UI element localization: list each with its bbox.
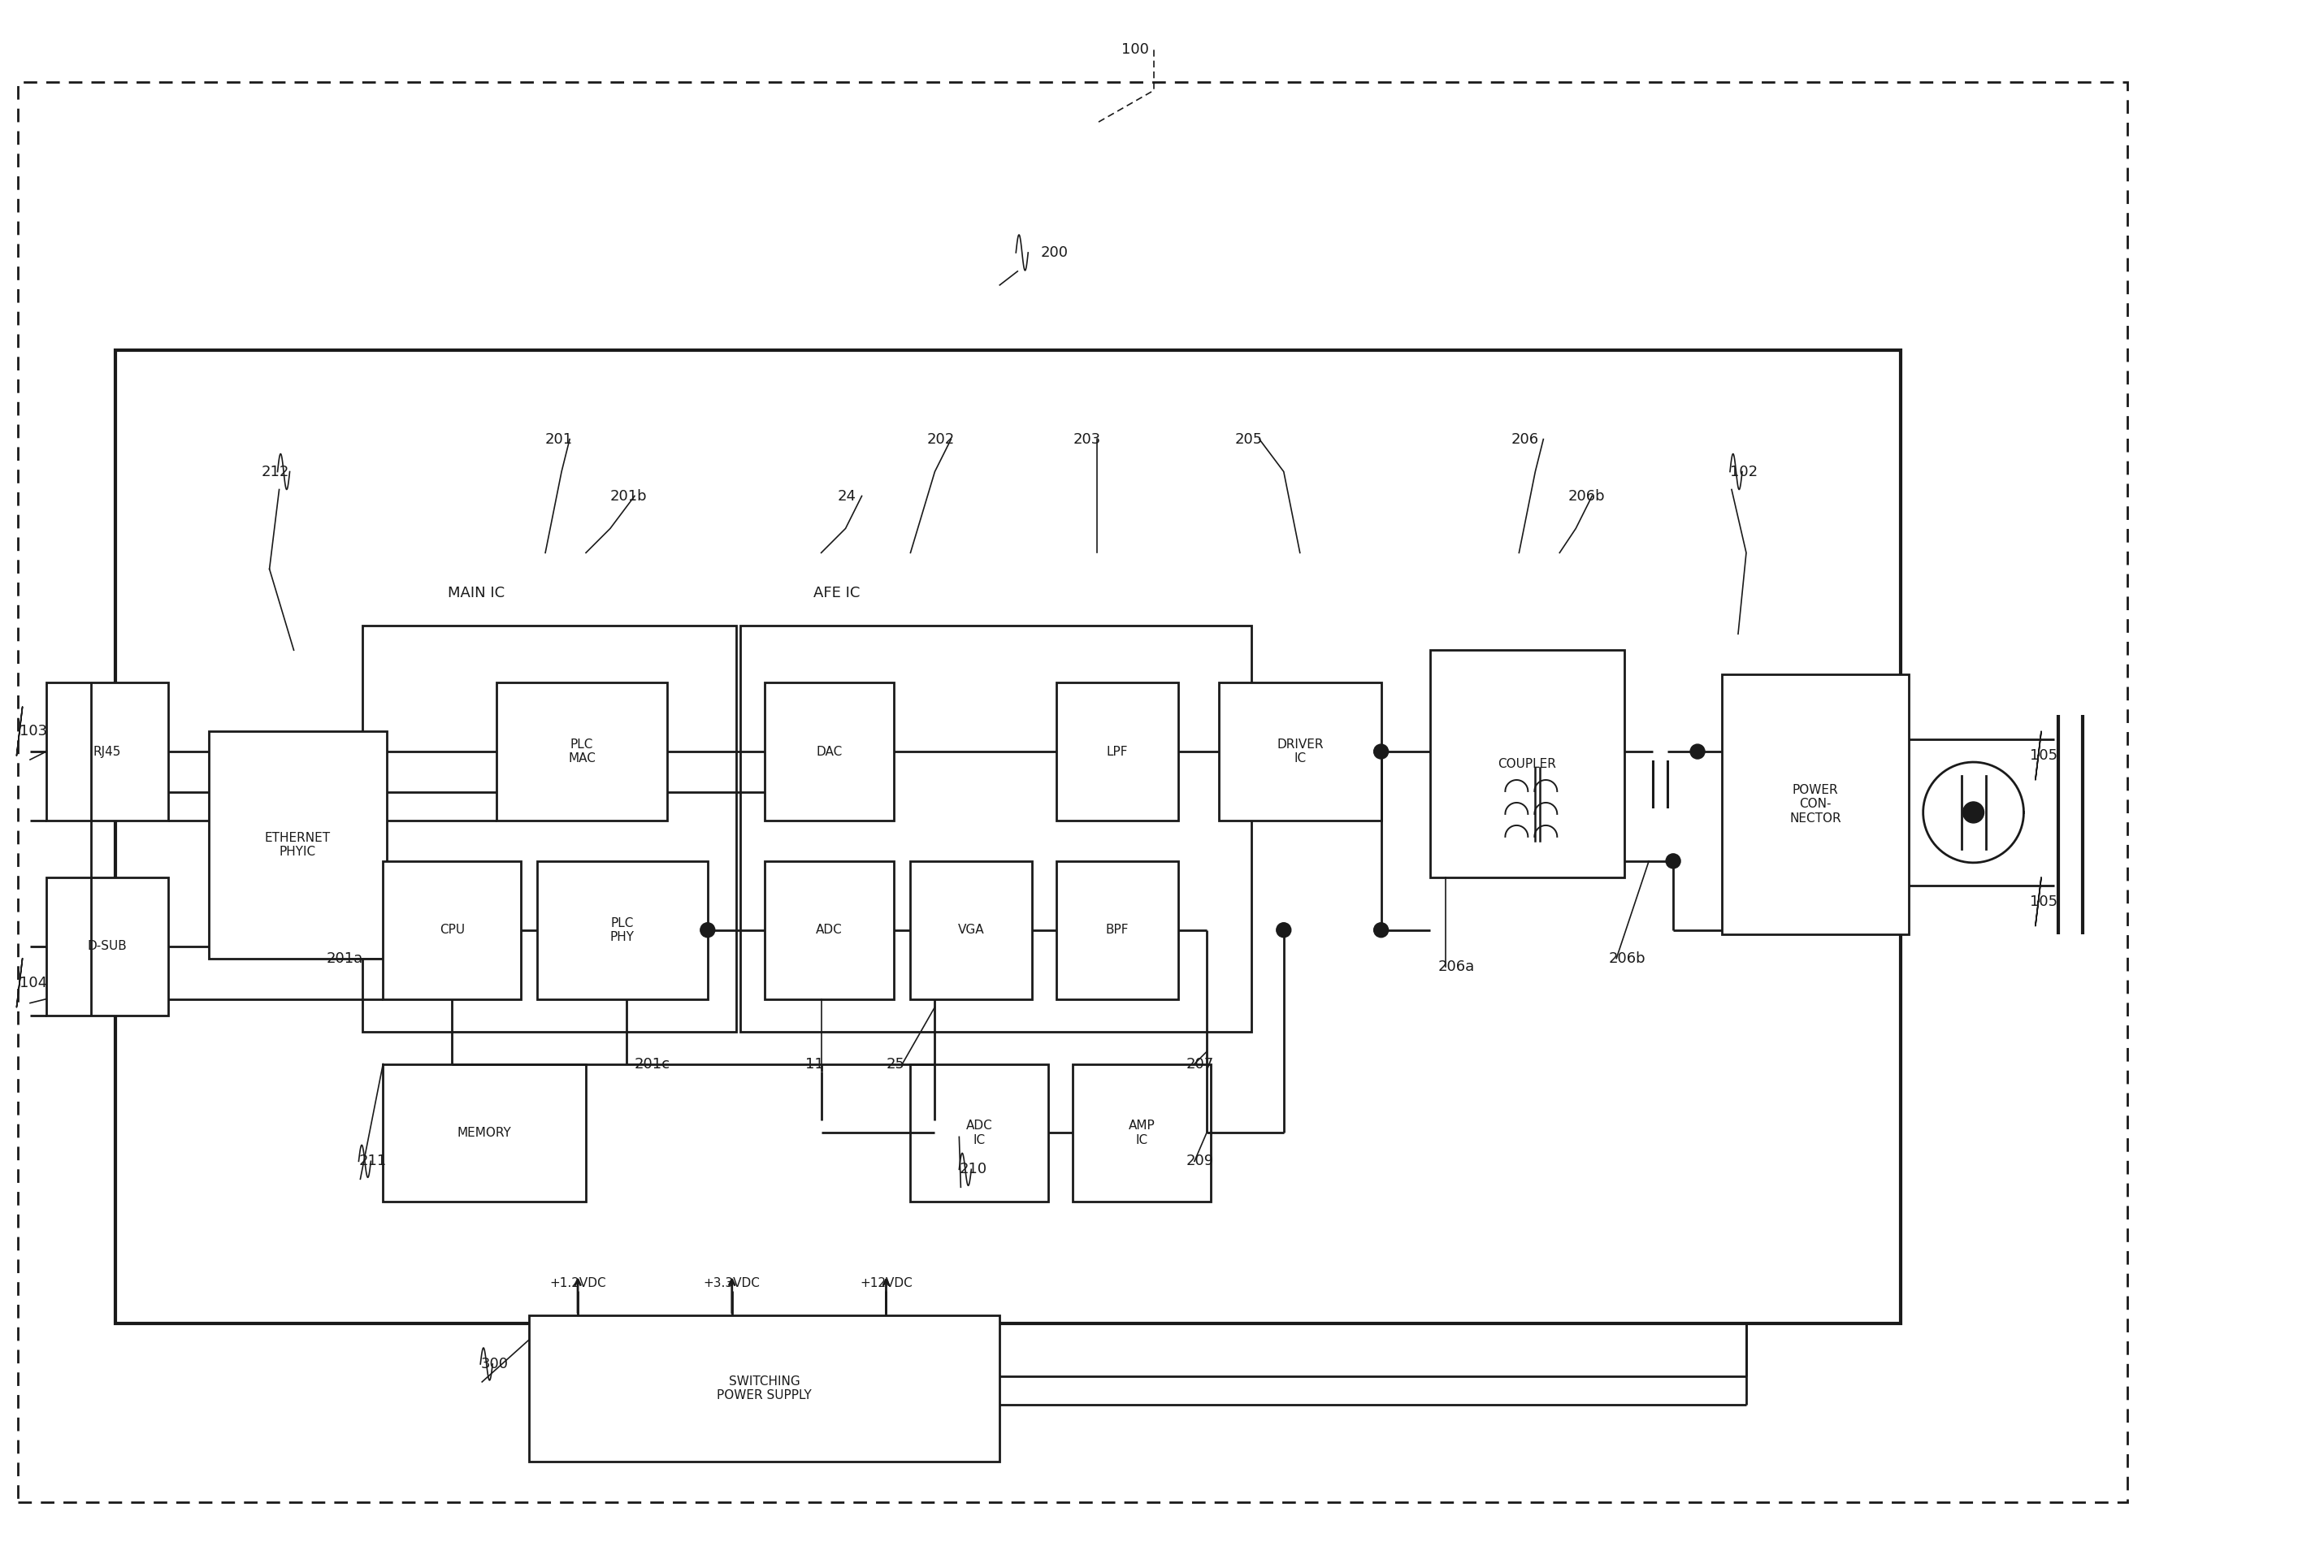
- Text: POWER
CON-
NECTOR: POWER CON- NECTOR: [1789, 784, 1841, 825]
- Text: 201a: 201a: [325, 952, 363, 966]
- Text: D-SUB: D-SUB: [88, 941, 128, 952]
- Text: 100: 100: [1122, 42, 1148, 56]
- Text: BPF: BPF: [1106, 924, 1129, 936]
- Text: ADC: ADC: [816, 924, 844, 936]
- Text: 209: 209: [1185, 1154, 1213, 1168]
- Text: 24: 24: [837, 489, 855, 503]
- Bar: [363, 626, 737, 1032]
- Text: ADC
IC: ADC IC: [967, 1120, 992, 1146]
- Text: 206b: 206b: [1608, 952, 1645, 966]
- Text: RJ45: RJ45: [93, 745, 121, 757]
- Text: AFE IC: AFE IC: [813, 586, 860, 601]
- Text: SWITCHING
POWER SUPPLY: SWITCHING POWER SUPPLY: [718, 1375, 811, 1402]
- Text: 105: 105: [2031, 748, 2059, 764]
- Bar: [383, 1063, 586, 1201]
- Text: 210: 210: [960, 1162, 988, 1176]
- Text: 206a: 206a: [1439, 960, 1476, 974]
- Text: DRIVER
IC: DRIVER IC: [1276, 739, 1322, 765]
- Circle shape: [1276, 922, 1292, 938]
- Bar: [765, 682, 895, 820]
- Bar: [116, 350, 1901, 1323]
- Bar: [1722, 674, 1908, 935]
- Text: 202: 202: [927, 431, 955, 447]
- Text: 207: 207: [1185, 1057, 1213, 1071]
- Text: 212: 212: [260, 464, 288, 478]
- Circle shape: [1690, 745, 1706, 759]
- Circle shape: [700, 922, 716, 938]
- Text: ETHERNET
PHYIC: ETHERNET PHYIC: [265, 831, 330, 858]
- Text: PLC
PHY: PLC PHY: [611, 917, 634, 944]
- Text: 200: 200: [1041, 245, 1069, 260]
- Text: 103: 103: [19, 724, 46, 739]
- Bar: [739, 626, 1250, 1032]
- Circle shape: [1666, 853, 1680, 869]
- Circle shape: [1964, 801, 1985, 823]
- Text: 105: 105: [2031, 894, 2059, 909]
- Text: +1.2VDC: +1.2VDC: [548, 1276, 607, 1289]
- Text: AMP
IC: AMP IC: [1129, 1120, 1155, 1146]
- Bar: [1074, 1063, 1211, 1201]
- Text: 104: 104: [19, 975, 46, 989]
- Bar: [911, 1063, 1048, 1201]
- Circle shape: [1373, 745, 1387, 759]
- Bar: [1429, 651, 1624, 877]
- Bar: [497, 682, 667, 820]
- Text: VGA: VGA: [957, 924, 985, 936]
- Text: COUPLER: COUPLER: [1499, 757, 1557, 770]
- Text: 203: 203: [1074, 431, 1102, 447]
- Text: DAC: DAC: [816, 745, 841, 757]
- Text: +3.3VDC: +3.3VDC: [704, 1276, 760, 1289]
- Bar: [209, 731, 388, 958]
- Circle shape: [1373, 922, 1387, 938]
- Text: CPU: CPU: [439, 924, 465, 936]
- Bar: [46, 682, 167, 820]
- Bar: [537, 861, 706, 999]
- Bar: [1057, 861, 1178, 999]
- Bar: [530, 1316, 999, 1461]
- Bar: [383, 861, 521, 999]
- Bar: [765, 861, 895, 999]
- Text: 102: 102: [1729, 464, 1757, 478]
- Text: 201b: 201b: [611, 489, 648, 503]
- Text: MAIN IC: MAIN IC: [449, 586, 504, 601]
- Text: PLC
MAC: PLC MAC: [567, 739, 595, 765]
- Text: LPF: LPF: [1106, 745, 1127, 757]
- Text: 300: 300: [481, 1356, 509, 1372]
- Text: MEMORY: MEMORY: [458, 1127, 511, 1138]
- Text: 205: 205: [1234, 431, 1262, 447]
- Text: 201: 201: [546, 431, 574, 447]
- Bar: [1057, 682, 1178, 820]
- Bar: [1218, 682, 1380, 820]
- Text: 206b: 206b: [1569, 489, 1606, 503]
- Text: 25: 25: [885, 1057, 904, 1071]
- Text: 206: 206: [1511, 431, 1538, 447]
- Text: 211: 211: [358, 1154, 386, 1168]
- Text: +12VDC: +12VDC: [860, 1276, 913, 1289]
- Text: 201c: 201c: [634, 1057, 669, 1071]
- Bar: [911, 861, 1032, 999]
- Bar: [46, 877, 167, 1014]
- Text: 11: 11: [804, 1057, 823, 1071]
